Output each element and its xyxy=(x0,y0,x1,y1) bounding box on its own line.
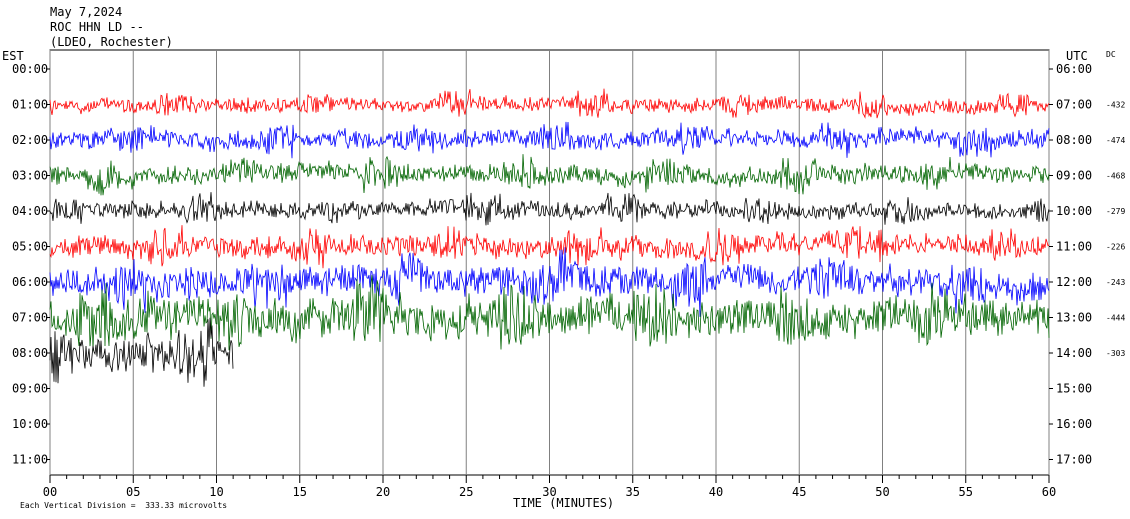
seismic-trace xyxy=(49,121,1050,159)
x-tick-label: 10 xyxy=(209,485,223,499)
seismic-trace xyxy=(49,247,1050,317)
utc-hour-label: 14:00 xyxy=(1056,346,1092,360)
scale-note: Each Vertical Division = 333.33 microvol… xyxy=(20,501,228,510)
x-axis-title: TIME (MINUTES) xyxy=(513,496,615,510)
network-name: (LDEO, Rochester) xyxy=(50,35,173,49)
x-tick-label: 45 xyxy=(792,485,806,499)
est-hour-label: 09:00 xyxy=(12,382,48,396)
x-tick-label: 20 xyxy=(376,485,390,499)
utc-hour-label: 09:00 xyxy=(1056,169,1092,183)
seismic-trace xyxy=(49,275,1050,351)
est-hour-label: 11:00 xyxy=(12,453,48,467)
x-tick-label: 25 xyxy=(459,485,473,499)
est-hour-label: 00:00 xyxy=(12,62,48,76)
seismic-trace xyxy=(49,154,1050,196)
dc-label: DC xyxy=(1106,50,1116,59)
x-tick-label: 15 xyxy=(293,485,307,499)
x-tick-label: 40 xyxy=(709,485,723,499)
est-axis-label: EST xyxy=(2,49,24,63)
est-hour-label: 08:00 xyxy=(12,346,48,360)
est-hour-label: 05:00 xyxy=(12,240,48,254)
utc-axis-label: UTC xyxy=(1066,49,1088,63)
dc-offset-label: -279 xyxy=(1106,207,1125,216)
chart-date: May 7,2024 xyxy=(50,5,123,19)
est-hour-label: 01:00 xyxy=(12,98,48,112)
seismic-trace xyxy=(49,88,1050,119)
est-hour-label: 02:00 xyxy=(12,133,48,147)
x-tick-label: 35 xyxy=(626,485,640,499)
utc-hour-label: 16:00 xyxy=(1056,417,1092,431)
x-tick-label: 55 xyxy=(959,485,973,499)
utc-hour-label: 13:00 xyxy=(1056,311,1092,325)
utc-hour-label: 12:00 xyxy=(1056,275,1092,289)
utc-hour-label: 17:00 xyxy=(1056,453,1092,467)
x-tick-label: 30 xyxy=(542,485,556,499)
est-hour-label: 03:00 xyxy=(12,169,48,183)
est-hour-label: 04:00 xyxy=(12,204,48,218)
dc-offset-label: -303 xyxy=(1106,349,1125,358)
est-hour-label: 10:00 xyxy=(12,417,48,431)
utc-hour-label: 07:00 xyxy=(1056,98,1092,112)
est-hour-label: 07:00 xyxy=(12,311,48,325)
dc-offset-label: -432 xyxy=(1106,101,1125,110)
dc-offset-label: -226 xyxy=(1106,243,1125,252)
dc-offset-label: -243 xyxy=(1106,278,1125,287)
utc-hour-label: 10:00 xyxy=(1056,204,1092,218)
dc-offset-label: -444 xyxy=(1106,314,1125,323)
x-tick-label: 50 xyxy=(875,485,889,499)
x-tick-label: 00 xyxy=(43,485,57,499)
utc-hour-label: 08:00 xyxy=(1056,133,1092,147)
dc-offset-label: -468 xyxy=(1106,172,1125,181)
seismic-trace xyxy=(49,317,234,387)
utc-hour-label: 11:00 xyxy=(1056,240,1092,254)
est-hour-label: 06:00 xyxy=(12,275,48,289)
station-code: ROC HHN LD -- xyxy=(50,20,144,34)
seismic-trace xyxy=(49,225,1050,269)
utc-hour-label: 06:00 xyxy=(1056,62,1092,76)
seismic-trace xyxy=(49,192,1050,226)
x-tick-label: 05 xyxy=(126,485,140,499)
utc-hour-label: 15:00 xyxy=(1056,382,1092,396)
dc-offset-label: -474 xyxy=(1106,136,1125,145)
x-tick-label: 60 xyxy=(1042,485,1056,499)
